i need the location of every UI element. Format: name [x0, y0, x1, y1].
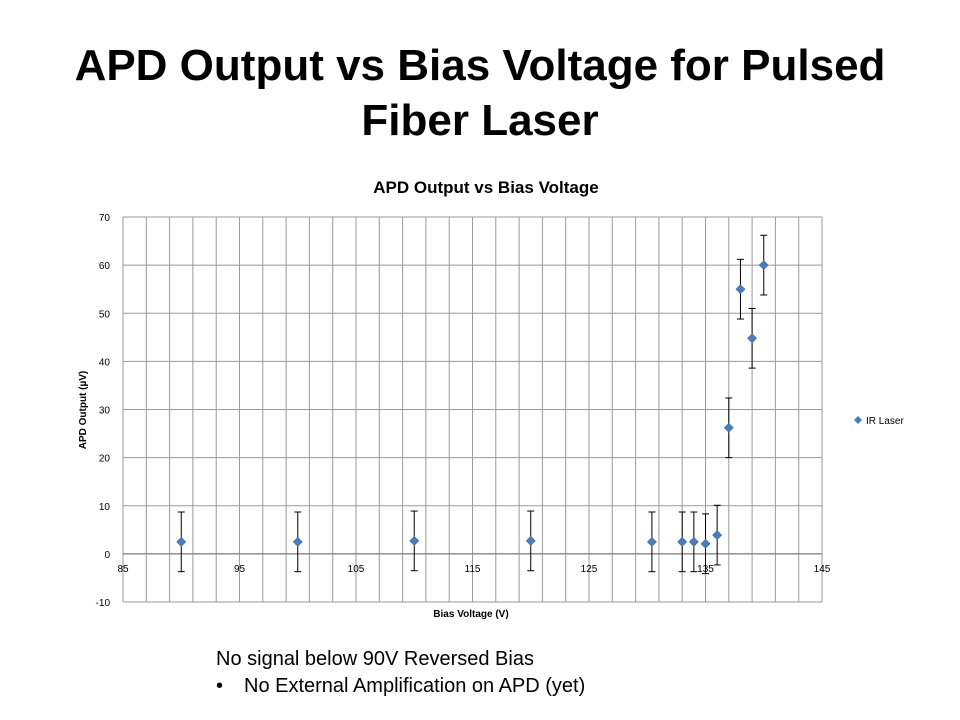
x-tick-label: 105: [348, 564, 365, 575]
x-tick-label: 145: [814, 564, 831, 575]
slide-title: APD Output vs Bias Voltage for Pulsed Fi…: [0, 38, 960, 148]
note-no-signal: No signal below 90V Reversed Bias: [216, 648, 534, 670]
data-point: [758, 260, 769, 271]
y-tick-label: 40: [99, 357, 111, 368]
data-point: [700, 538, 711, 549]
x-tick-label: 125: [581, 564, 598, 575]
x-tick-label: 115: [465, 564, 481, 575]
data-point: [747, 333, 758, 344]
x-tick-label: 85: [117, 564, 129, 575]
y-axis-title: APD Output (µV): [78, 371, 89, 450]
data-point: [712, 530, 723, 541]
slide-title-line-2: Fiber Laser: [361, 96, 599, 145]
data-point: [176, 536, 187, 547]
data-point: [525, 535, 536, 546]
y-tick-label: 50: [99, 309, 111, 320]
data-point: [292, 536, 303, 547]
x-axis-title: Bias Voltage (V): [433, 609, 508, 620]
data-point: [688, 536, 699, 547]
data-point: [409, 535, 420, 546]
y-tick-label: 20: [99, 454, 111, 465]
y-tick-label: 10: [99, 502, 111, 513]
slide-title-line-1: APD Output vs Bias Voltage for Pulsed: [74, 41, 886, 90]
data-point: [723, 422, 734, 433]
data-point: [677, 536, 688, 547]
legend-label: IR Laser: [866, 416, 904, 427]
y-tick-label: -10: [96, 598, 111, 609]
y-tick-label: 70: [99, 213, 111, 224]
data-point: [646, 536, 657, 547]
note-no-amplification: No External Amplification on APD (yet): [216, 673, 585, 700]
chart-title: APD Output vs Bias Voltage: [373, 178, 598, 197]
data-point: [735, 284, 746, 295]
x-tick-label: 95: [234, 564, 246, 575]
slide-notes: No signal below 90V Reversed Bias No Ext…: [216, 646, 585, 700]
y-tick-label: 0: [104, 550, 110, 561]
y-tick-label: 60: [99, 261, 111, 272]
legend-marker: [854, 416, 862, 424]
y-tick-label: 30: [99, 406, 111, 417]
